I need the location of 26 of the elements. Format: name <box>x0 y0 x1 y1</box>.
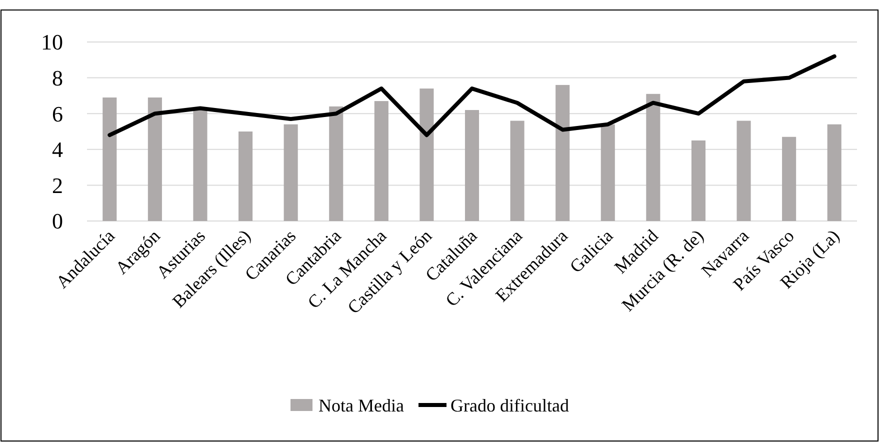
bar <box>238 132 253 221</box>
legend-label: Nota Media <box>318 395 404 416</box>
bar <box>464 110 480 221</box>
y-tick-label: 8 <box>52 66 63 90</box>
bar <box>284 124 298 221</box>
bar <box>646 94 660 221</box>
bar <box>691 140 706 221</box>
y-tick-label: 4 <box>52 137 63 162</box>
line-series <box>108 54 836 138</box>
y-tick-label: 6 <box>52 101 63 126</box>
legend-label: Grado dificultad <box>450 395 569 416</box>
bar <box>827 124 842 221</box>
bar <box>193 110 208 221</box>
bar <box>102 97 117 221</box>
bar <box>329 106 344 221</box>
bar <box>556 84 570 221</box>
bar <box>782 136 796 221</box>
y-tick-label: 10 <box>41 30 63 55</box>
y-tick-label: 2 <box>52 172 63 198</box>
bar <box>420 88 434 221</box>
bar <box>600 124 615 221</box>
bar <box>148 97 162 221</box>
bar <box>374 101 388 221</box>
bar <box>736 120 751 221</box>
bar <box>510 120 524 221</box>
y-tick-label: 0 <box>52 208 63 234</box>
